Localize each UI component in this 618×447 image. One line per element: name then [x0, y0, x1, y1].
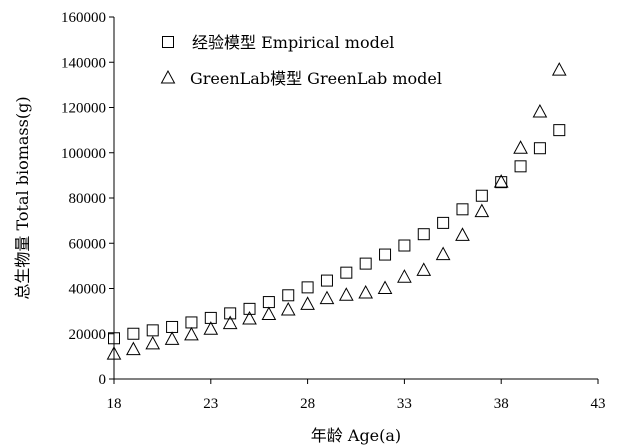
y-tick-label: 40000	[69, 282, 107, 298]
empirical-point	[340, 266, 353, 279]
x-tick-label: 28	[300, 396, 315, 412]
y-axis-title: 总生物量 Total biomass(g)	[13, 96, 32, 299]
greenlab-point	[242, 310, 257, 325]
empirical-point	[243, 302, 256, 315]
greenlab-point	[145, 335, 161, 350]
empirical-point	[475, 189, 488, 202]
greenlab-point	[280, 301, 296, 316]
axes: 0 20000 40000 60000 80000 100000 120000 140000 1…	[61, 10, 606, 412]
empirical-point	[166, 320, 179, 333]
greenlab-point	[184, 326, 199, 341]
empirical-point	[146, 324, 159, 337]
y-ticks: 0 20000 40000 60000 80000 100000 120000 140000 1…	[61, 10, 114, 388]
x-tick-label: 18	[107, 396, 122, 412]
y-tick-label: 140000	[61, 55, 106, 71]
greenlab-point	[338, 287, 354, 301]
empirical-point	[533, 142, 546, 155]
empirical-point	[127, 327, 140, 340]
greenlab-point	[397, 269, 412, 283]
x-tick-label: 33	[397, 396, 412, 412]
empirical-point	[417, 228, 430, 241]
y-tick-label: 80000	[69, 191, 107, 207]
y-tick-label: 20000	[69, 327, 107, 343]
greenlab-point	[222, 315, 238, 330]
greenlab-point	[474, 203, 490, 218]
x-tick-label: 38	[494, 396, 509, 412]
y-tick-label: 60000	[69, 236, 107, 252]
empirical-point	[320, 274, 333, 287]
greenlab-point	[377, 280, 393, 294]
legend-marker-triangle	[160, 69, 176, 84]
greenlab-point	[358, 284, 374, 299]
y-tick-label: 120000	[61, 101, 106, 117]
empirical-point	[359, 257, 372, 270]
empirical-point	[185, 316, 198, 329]
x-ticks: 18 23 28 33 38 43	[107, 379, 606, 412]
empirical-point	[262, 296, 275, 309]
empirical-point	[301, 281, 314, 294]
y-tick-label: 100000	[61, 146, 106, 162]
greenlab-point	[416, 262, 432, 276]
greenlab-point	[319, 290, 335, 305]
empirical-point	[224, 307, 237, 320]
greenlab-point	[435, 246, 451, 261]
series-triangle	[106, 62, 567, 360]
empirical-point	[204, 311, 217, 324]
plot-marks	[106, 62, 567, 360]
empirical-point	[282, 289, 295, 302]
greenlab-point	[551, 62, 567, 76]
empirical-point	[553, 124, 566, 137]
greenlab-point	[164, 331, 180, 345]
greenlab-point	[300, 296, 315, 310]
greenlab-point	[261, 306, 277, 321]
greenlab-point	[513, 140, 528, 154]
greenlab-point	[203, 321, 219, 335]
y-tick-label: 160000	[61, 10, 106, 26]
greenlab-point	[106, 346, 122, 360]
empirical-point	[379, 248, 392, 261]
empirical-point	[398, 239, 411, 252]
greenlab-point	[126, 341, 141, 356]
legend-label: GreenLab模型 GreenLab model	[190, 69, 442, 88]
x-axis-title: 年龄 Age(a)	[311, 426, 401, 445]
empirical-point	[514, 160, 527, 173]
x-tick-label: 23	[203, 396, 218, 412]
legend: 经验模型 Empirical model GreenLab模型 GreenLab …	[160, 33, 442, 88]
greenlab-point	[532, 103, 548, 118]
series-square	[108, 124, 566, 345]
x-tick-label: 43	[591, 396, 606, 412]
y-tick-label: 0	[99, 372, 107, 388]
empirical-point	[108, 332, 120, 345]
greenlab-point	[493, 174, 509, 188]
legend-label: 经验模型 Empirical model	[192, 33, 394, 52]
empirical-point	[437, 216, 450, 229]
legend-marker-square	[162, 36, 174, 48]
greenlab-point	[455, 227, 470, 241]
empirical-point	[456, 203, 469, 216]
